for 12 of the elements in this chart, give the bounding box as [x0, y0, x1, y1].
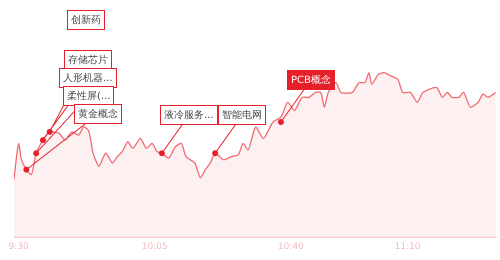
annotation: 黄金概念 — [78, 108, 118, 120]
annotation: 柔性屏(... — [67, 90, 110, 102]
x-tick-label: 10:40 — [278, 242, 304, 252]
annotation: 存储芯片 — [68, 54, 108, 66]
x-tick-label: 11:10 — [394, 242, 421, 252]
x-tick-label: 9:30 — [8, 242, 30, 252]
annotation: 人形机器... — [63, 72, 113, 84]
text: 创新药 — [71, 14, 101, 26]
annotation: PCB概念 — [291, 74, 331, 86]
annotation: 液冷服务... — [164, 109, 214, 121]
annotation: 智能电网 — [222, 109, 262, 121]
x-tick-label: 10:05 — [142, 242, 168, 252]
